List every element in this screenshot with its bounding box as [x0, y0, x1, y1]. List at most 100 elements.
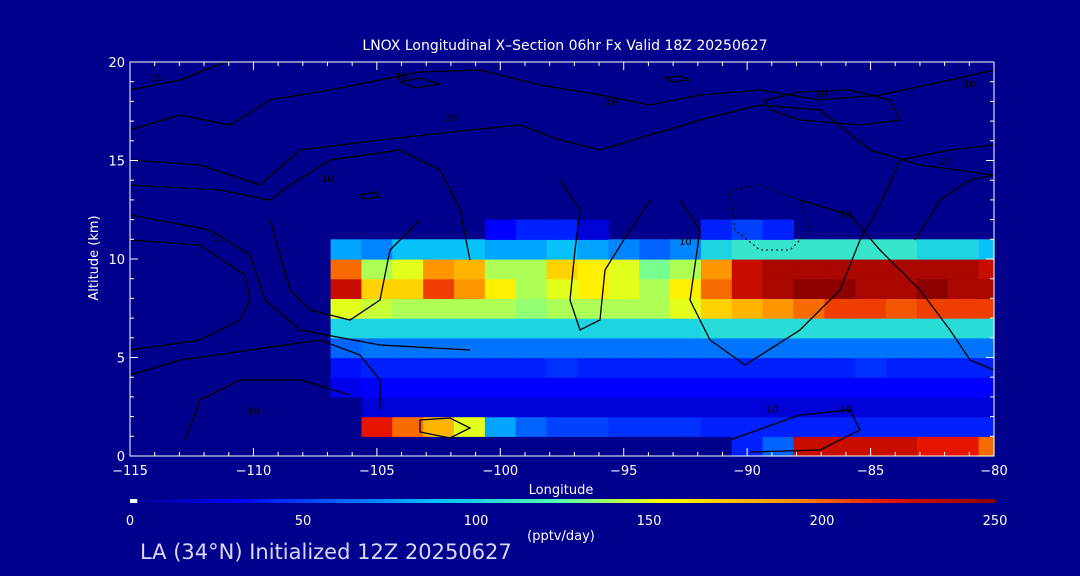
colorbar-segment — [454, 499, 463, 503]
x-tick-label: −85 — [857, 464, 884, 479]
heatmap-cell — [978, 239, 995, 260]
heatmap-cell — [947, 436, 980, 457]
heatmap-cell — [916, 337, 949, 359]
heatmap-cell — [886, 436, 918, 457]
colorbar-segment — [749, 499, 758, 503]
colorbar-segment — [447, 499, 455, 503]
heatmap-cell — [916, 298, 949, 319]
heatmap-cell — [700, 337, 733, 359]
colorbar-segment — [483, 499, 492, 503]
heatmap-cell — [577, 259, 609, 280]
y-axis-label: Altitude (km) — [87, 215, 102, 300]
heatmap-cell — [330, 298, 363, 319]
colorbar-segment — [706, 499, 715, 503]
heatmap-cell — [639, 278, 671, 299]
heatmap-cell — [454, 337, 486, 359]
colorbar-segment — [814, 499, 823, 503]
heatmap-cell — [423, 298, 455, 319]
heatmap-cell — [978, 377, 995, 398]
heatmap-cell — [947, 278, 980, 299]
heatmap-cell — [515, 416, 548, 437]
heatmap-cell — [700, 377, 733, 398]
heatmap-cell — [824, 337, 856, 359]
x-tick-label: −95 — [610, 464, 637, 479]
colorbar-segment — [461, 499, 470, 503]
heatmap-cell — [515, 377, 548, 398]
heatmap-cell — [978, 259, 995, 280]
colorbar-segment — [865, 499, 874, 503]
heatmap-cell — [824, 239, 856, 260]
heatmap-cell — [855, 436, 887, 457]
colorbar-segment — [699, 499, 708, 503]
colorbar-segment — [295, 499, 304, 503]
heatmap-cell — [454, 357, 486, 378]
heatmap-cell — [762, 318, 795, 339]
colorbar-segment — [476, 499, 484, 503]
heatmap-cell — [700, 239, 733, 260]
heatmap-cell — [731, 298, 764, 319]
heatmap-cell — [916, 436, 949, 457]
colorbar-segment — [930, 499, 938, 503]
colorbar-segment — [778, 499, 787, 503]
x-tick-label: −100 — [482, 464, 518, 479]
contour-value-label: 10 — [605, 97, 618, 108]
heatmap-cell — [670, 239, 702, 260]
colorbar-segment — [958, 499, 967, 503]
colorbar-segment — [764, 499, 773, 503]
colorbar-segment — [497, 499, 506, 503]
heatmap-cell — [361, 298, 393, 319]
colorbar-segment — [187, 499, 196, 503]
heatmap-cell — [639, 318, 671, 339]
heatmap-cell — [361, 377, 393, 398]
heatmap-cell — [978, 298, 995, 319]
heatmap-cell — [392, 396, 424, 418]
heatmap-cell — [484, 298, 517, 319]
x-tick-label: −110 — [236, 464, 272, 479]
heatmap-cell — [577, 318, 609, 339]
heatmap-cell — [361, 318, 393, 339]
heatmap-cell — [392, 357, 424, 378]
heatmap-cell — [793, 318, 825, 339]
heatmap-cell — [361, 396, 393, 418]
colorbar-segment — [576, 499, 585, 503]
colorbar-segment — [800, 499, 809, 503]
heatmap-cell — [330, 239, 363, 260]
heatmap-cell — [762, 396, 795, 418]
heatmap-cell — [947, 377, 980, 398]
colorbar-segment — [202, 499, 210, 503]
heatmap-cell — [916, 318, 949, 339]
contour-line — [799, 199, 995, 371]
colorbar-segment — [173, 499, 182, 503]
colorbar-segment — [303, 499, 311, 503]
heatmap-cell — [670, 357, 702, 378]
colorbar-segment — [519, 499, 528, 503]
heatmap-cell — [731, 416, 764, 437]
colorbar-segment — [793, 499, 801, 503]
y-tick-label: 5 — [117, 352, 125, 367]
heatmap-cell — [700, 396, 733, 418]
colorbar-segment — [252, 499, 261, 503]
heatmap-cell — [886, 298, 918, 319]
heatmap-cell — [639, 337, 671, 359]
colorbar-segment — [382, 499, 391, 503]
heatmap-cell — [731, 219, 764, 240]
colorbar-segment — [555, 499, 564, 503]
colorbar-segment — [166, 499, 174, 503]
colorbar-segment — [180, 499, 189, 503]
heatmap-cell — [916, 357, 949, 378]
heatmap-cell — [916, 259, 949, 280]
colorbar-segment — [533, 499, 542, 503]
heatmap-cell — [855, 337, 887, 359]
contour-line — [129, 239, 251, 351]
colorbar-segment — [468, 499, 477, 503]
heatmap-cell — [392, 278, 424, 299]
heatmap-cell — [392, 318, 424, 339]
heatmap-cell — [392, 298, 424, 319]
heatmap-cell — [762, 298, 795, 319]
heatmap-cell — [608, 357, 640, 378]
heatmap-cell — [484, 278, 517, 299]
heatmap-cell — [855, 278, 887, 299]
colorbar-segment — [360, 499, 369, 503]
colorbar-segment — [807, 499, 816, 503]
heatmap-cell — [484, 377, 517, 398]
